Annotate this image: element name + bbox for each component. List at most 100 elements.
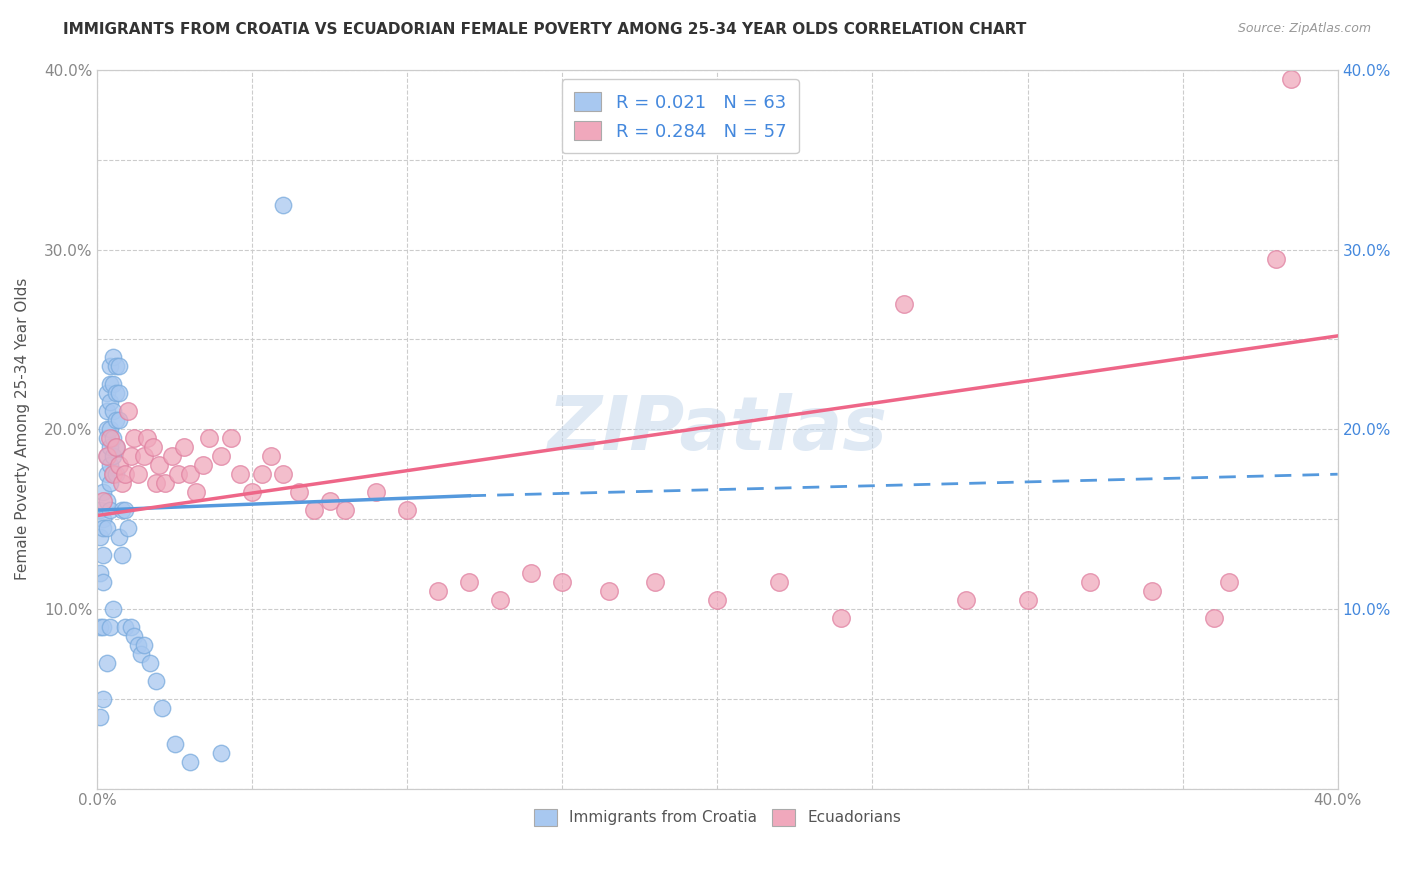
Point (101, 377, 124, 392)
Point (209, 746, 232, 760)
Point (167, 467, 190, 482)
Point (120, 620, 142, 634)
Point (98, 476, 121, 491)
Point (93, 521, 115, 535)
Point (111, 476, 134, 491)
Point (955, 593, 977, 607)
Point (219, 431, 242, 445)
Point (96, 449, 118, 463)
Point (148, 458, 170, 473)
Text: IMMIGRANTS FROM CROATIA VS ECUADORIAN FEMALE POVERTY AMONG 25-34 YEAR OLDS CORRE: IMMIGRANTS FROM CROATIA VS ECUADORIAN FE… (63, 22, 1026, 37)
Point (93, 512, 115, 526)
Point (271, 467, 294, 482)
Point (768, 574, 790, 589)
Point (98, 440, 121, 454)
Text: ZIPatlas: ZIPatlas (547, 392, 887, 466)
Point (163, 737, 186, 751)
Point (108, 413, 131, 427)
Point (93, 494, 115, 508)
Point (96, 494, 118, 508)
Point (250, 467, 273, 482)
Point (1264, 252, 1286, 266)
Point (186, 485, 208, 500)
Point (104, 440, 127, 454)
Point (644, 574, 666, 589)
Point (366, 485, 388, 500)
Y-axis label: Female Poverty Among 25-34 Year Olds: Female Poverty Among 25-34 Year Olds (15, 278, 30, 581)
Point (114, 620, 136, 634)
Point (114, 503, 136, 517)
Point (111, 503, 134, 517)
Point (111, 548, 134, 562)
Point (830, 611, 852, 625)
Point (127, 467, 149, 482)
Point (98, 431, 121, 445)
Point (104, 440, 127, 454)
Point (150, 700, 173, 714)
Point (93, 691, 115, 706)
Point (96, 449, 118, 463)
Point (335, 503, 357, 517)
Point (124, 629, 146, 643)
Point (89, 530, 111, 544)
Point (132, 449, 155, 463)
Point (229, 467, 252, 482)
Point (98, 377, 121, 392)
Point (101, 467, 124, 482)
Point (319, 494, 342, 508)
Point (139, 656, 162, 670)
Point (98, 359, 121, 374)
Point (104, 386, 127, 401)
Point (598, 583, 620, 598)
Point (96, 431, 118, 445)
Point (1218, 574, 1240, 589)
Point (89, 620, 111, 634)
Point (89, 709, 111, 723)
Point (260, 449, 283, 463)
Point (96, 467, 118, 482)
Point (108, 359, 131, 374)
Point (104, 359, 127, 374)
Point (198, 431, 221, 445)
Legend: Immigrants from Croatia, Ecuadorians: Immigrants from Croatia, Ecuadorians (524, 800, 910, 835)
Point (98, 458, 121, 473)
Point (117, 404, 139, 418)
Point (108, 458, 131, 473)
Point (127, 638, 149, 652)
Point (104, 467, 127, 482)
Point (240, 485, 263, 500)
Point (96, 386, 118, 401)
Point (114, 467, 136, 482)
Point (1078, 574, 1101, 589)
Point (551, 574, 574, 589)
Point (893, 296, 915, 310)
Point (104, 413, 127, 427)
Point (179, 755, 201, 769)
Point (209, 449, 232, 463)
Point (142, 440, 165, 454)
Point (271, 198, 294, 212)
Point (520, 566, 543, 580)
Point (1202, 611, 1225, 625)
Point (96, 422, 118, 436)
Point (706, 593, 728, 607)
Point (396, 503, 419, 517)
Point (155, 476, 177, 491)
Text: Source: ZipAtlas.com: Source: ZipAtlas.com (1237, 22, 1371, 36)
Point (89, 503, 111, 517)
Point (96, 521, 118, 535)
Point (101, 602, 124, 616)
Point (132, 638, 155, 652)
Point (117, 521, 139, 535)
Point (93, 620, 115, 634)
Point (98, 620, 121, 634)
Point (96, 656, 118, 670)
Point (101, 404, 124, 418)
Point (135, 431, 157, 445)
Point (191, 458, 214, 473)
Point (1279, 72, 1302, 87)
Point (98, 422, 121, 436)
Point (108, 530, 131, 544)
Point (98, 503, 121, 517)
Point (1140, 583, 1163, 598)
